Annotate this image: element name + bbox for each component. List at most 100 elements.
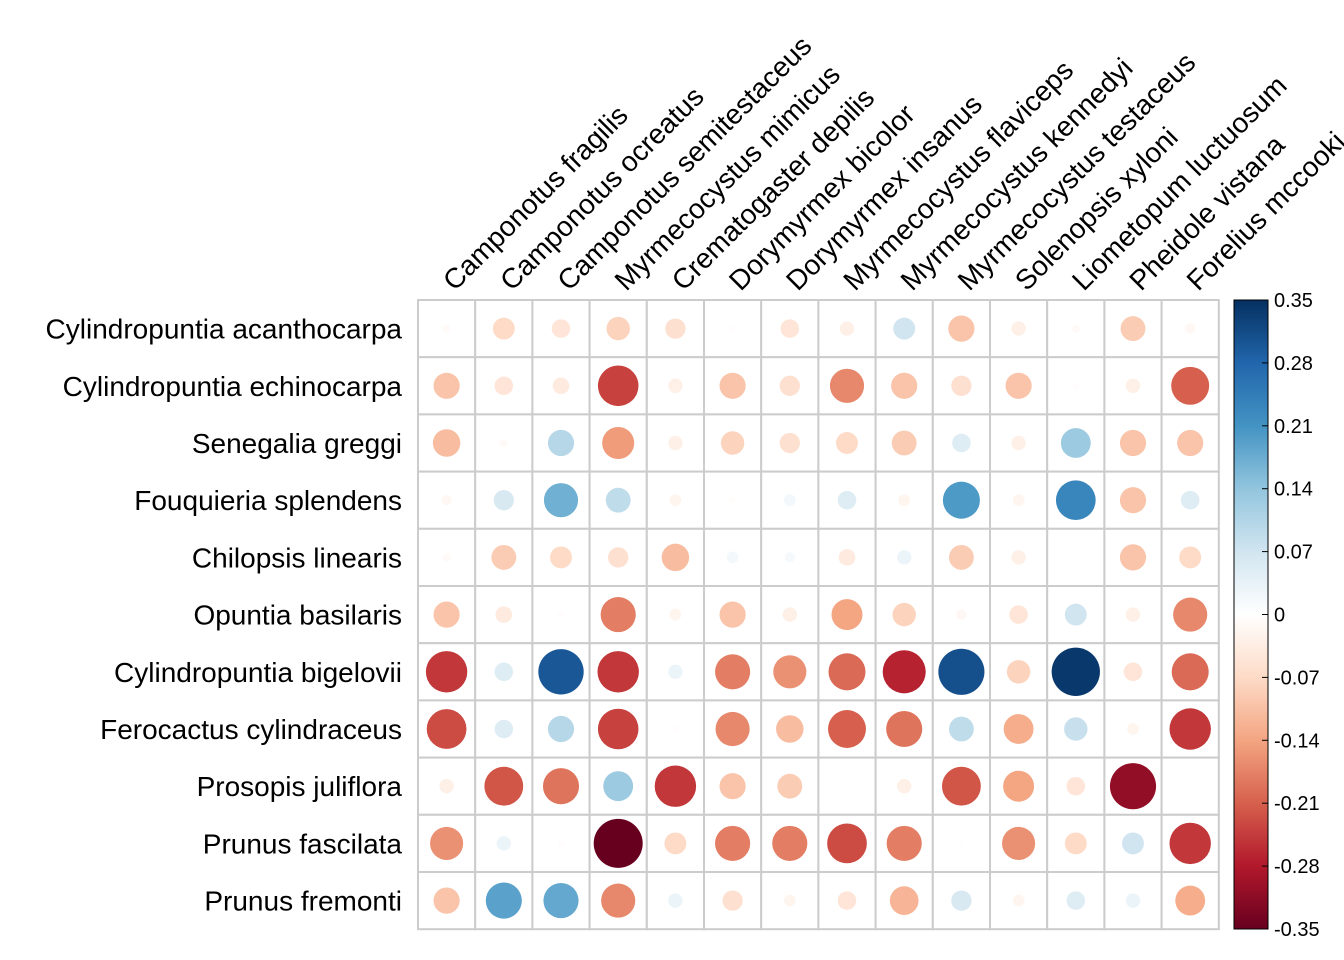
correlation-circle: [722, 890, 743, 911]
correlation-circle: [828, 653, 866, 691]
correlation-circle: [1119, 544, 1147, 571]
correlation-circle: [1175, 885, 1206, 916]
correlation-circle: [1169, 822, 1211, 865]
correlation-circle: [1177, 429, 1204, 457]
correlation-circle: [1123, 662, 1143, 682]
legend-tick-label: -0.07: [1274, 667, 1320, 689]
correlation-circle: [719, 372, 746, 399]
correlation-circle: [1125, 607, 1141, 622]
correlation-circle: [543, 483, 579, 518]
legend-tick-label: -0.28: [1274, 856, 1320, 878]
correlation-circle: [669, 494, 682, 507]
row-label: Senegalia greggi: [192, 428, 402, 459]
correlation-circle: [951, 375, 972, 396]
correlation-circle: [1066, 776, 1086, 796]
correlation-circle: [783, 494, 796, 507]
correlation-circle: [1109, 763, 1157, 810]
correlation-circle: [845, 784, 849, 789]
correlation-circle: [720, 431, 745, 455]
correlation-circle: [837, 891, 857, 910]
correlation-circle: [891, 430, 917, 456]
correlation-circle: [494, 662, 514, 682]
correlation-circle: [495, 606, 513, 623]
correlation-circle: [430, 826, 464, 860]
row-label: Prunus fremonti: [204, 886, 402, 917]
grid-cell: [1160, 299, 1220, 359]
color-legend: 0.35 0.28 0.21 0.14 0.07 0 -0.07 -0.14 -0.21 -0.2…: [1233, 290, 1320, 941]
correlation-circle: [1003, 714, 1034, 744]
correlation-circle: [1119, 429, 1147, 457]
row-label: Prunus fascilata: [203, 828, 403, 859]
correlation-circle: [665, 318, 686, 339]
correlation-circle: [597, 365, 639, 407]
row-label: Chilopsis linearis: [192, 542, 402, 573]
correlation-circle: [1009, 605, 1028, 624]
correlation-circle: [773, 655, 807, 689]
correlation-circle: [1012, 494, 1025, 507]
correlation-circle: [433, 601, 460, 628]
correlation-circle: [831, 599, 863, 631]
correlation-circle: [558, 611, 564, 618]
correlation-circle: [715, 654, 751, 690]
correlation-circle: [494, 376, 514, 396]
correlation-circle: [941, 766, 981, 806]
correlation-circle: [948, 716, 974, 742]
correlation-circle: [948, 544, 974, 570]
correlation-circle: [1120, 316, 1146, 342]
correlation-circle: [942, 481, 980, 519]
grid-cell: [1046, 527, 1106, 587]
legend-tick-label: 0.35: [1274, 290, 1313, 312]
legend-tick-label: 0.07: [1274, 542, 1313, 564]
row-label: Cylindropuntia bigelovii: [114, 657, 402, 688]
correlation-circle: [1185, 323, 1196, 334]
correlation-circle: [1173, 597, 1208, 632]
correlation-circle: [1003, 770, 1035, 802]
row-label: Cylindropuntia acanthocarpa: [46, 314, 403, 345]
correlation-circle: [959, 841, 964, 846]
correlation-circle: [485, 882, 522, 919]
correlation-circle: [442, 324, 451, 333]
correlation-circle: [433, 372, 460, 399]
correlation-circle: [499, 438, 508, 448]
correlation-circle: [956, 609, 967, 620]
correlation-circle: [889, 886, 919, 915]
correlation-circle: [1169, 708, 1211, 750]
correlation-circle: [597, 651, 639, 693]
correlation-circle: [886, 825, 922, 861]
correlation-circle: [661, 543, 690, 572]
correlation-circle: [1064, 717, 1088, 741]
correlation-circle: [1072, 382, 1079, 389]
correlation-circle: [893, 317, 916, 340]
correlation-circle: [426, 709, 467, 749]
correlation-circle: [552, 377, 570, 395]
correlation-circle: [433, 887, 460, 914]
correlation-circle: [1002, 826, 1036, 860]
correlation-circle: [1071, 324, 1080, 333]
correlation-circle: [1119, 487, 1147, 514]
grid-cell: [1160, 756, 1220, 816]
correlation-circle: [1055, 480, 1096, 521]
correlation-circle: [602, 426, 635, 460]
correlation-circle: [1012, 894, 1025, 907]
grid-cell: [817, 585, 877, 645]
correlation-circle: [776, 715, 804, 743]
grid-cells: [417, 299, 1220, 931]
row-label: Fouquieria splendens: [134, 485, 402, 516]
correlation-circle: [779, 375, 800, 396]
correlation-circle: [441, 495, 452, 506]
correlation-circle: [543, 883, 579, 919]
correlation-circle: [1064, 832, 1087, 855]
correlation-circle: [938, 648, 985, 695]
correlation-circle: [784, 552, 795, 563]
correlation-circle: [782, 607, 797, 622]
correlation-circle: [606, 316, 630, 341]
correlation-circle: [898, 494, 911, 507]
legend-tick-label: 0: [1274, 605, 1285, 627]
correlation-circle: [608, 547, 629, 568]
correlation-circle: [891, 372, 918, 399]
correlation-circle: [886, 710, 923, 748]
correlation-circle: [668, 893, 683, 908]
correlation-circle: [603, 771, 634, 802]
